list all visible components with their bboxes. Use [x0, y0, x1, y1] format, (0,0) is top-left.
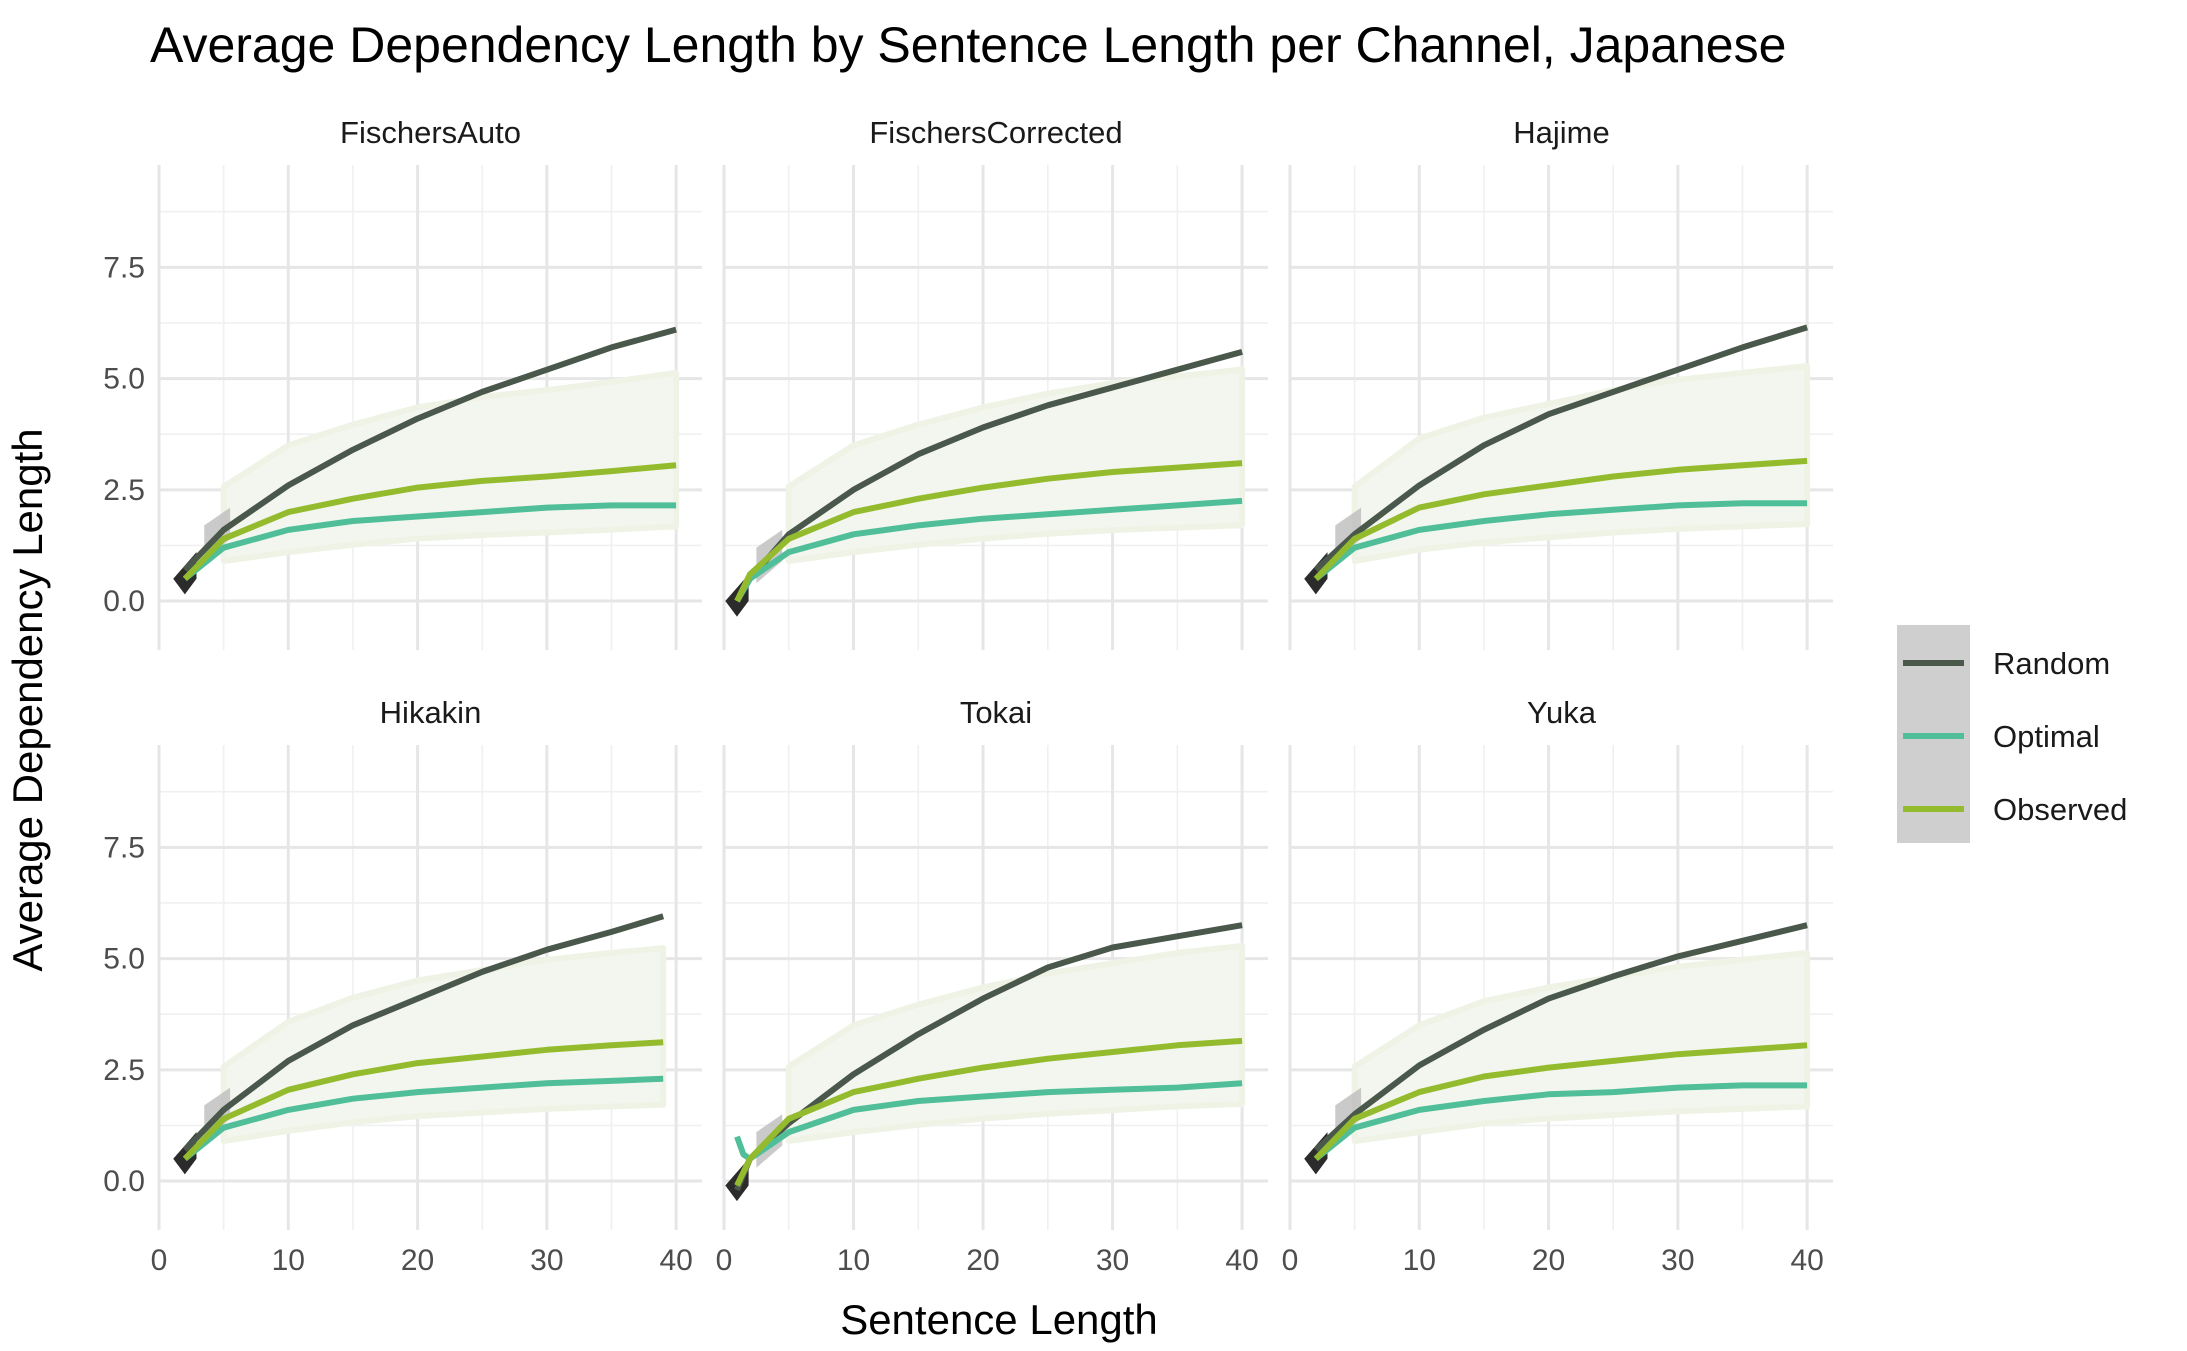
y-tick-label: 0.0 — [103, 585, 145, 618]
y-axis-label: Average Dependency Length — [4, 428, 51, 971]
series-line-observed — [1313, 1042, 1808, 1161]
x-tick-label: 0 — [151, 1244, 168, 1277]
y-tick-label: 0.0 — [103, 1165, 145, 1198]
facet-panel-yuka: Yuka 0 10 20 30 40 — [1282, 695, 1833, 1277]
series-line-observed — [734, 460, 1243, 603]
series-line-random — [182, 326, 677, 572]
series-line-observed — [734, 1037, 1243, 1187]
y-tick-label: 7.5 — [103, 831, 145, 864]
facet-strip-label: Yuka — [1527, 695, 1597, 730]
x-tick-label: 40 — [659, 1244, 692, 1277]
x-tick-label: 10 — [1403, 1244, 1436, 1277]
series-line-optimal — [1314, 1082, 1808, 1162]
series-line-observed — [182, 462, 677, 581]
facet-panel-fischersauto: FischersAuto 0.0 2.5 5.0 7.5 — [103, 115, 702, 650]
series-line-observed — [182, 1039, 664, 1161]
x-tick-label: 20 — [966, 1244, 999, 1277]
facet-strip-label: Hikakin — [380, 695, 482, 730]
facet-panel-tokai: Tokai 0 10 20 30 40 — [716, 695, 1268, 1277]
series-line-optimal — [183, 502, 677, 582]
x-axis-label: Sentence Length — [840, 1296, 1158, 1343]
legend-label-observed: Observed — [1993, 792, 2127, 827]
facet-strip-label: FischersAuto — [340, 115, 521, 150]
hexbin-density-cloud — [220, 945, 667, 1145]
x-tick-label: 10 — [272, 1244, 305, 1277]
series-line-random — [1313, 324, 1808, 573]
series-line-random — [182, 913, 665, 1152]
series-line-observed — [1313, 457, 1808, 581]
x-tick-label: 0 — [1282, 1244, 1299, 1277]
x-tick-label: 40 — [1790, 1244, 1823, 1277]
facet-strip-label: Tokai — [960, 695, 1032, 730]
legend-label-random: Random — [1993, 646, 2110, 681]
hexbin-density-cloud — [1351, 363, 1811, 565]
y-tick-label: 5.0 — [103, 943, 145, 976]
facet-strip-label: FischersCorrected — [869, 115, 1122, 150]
y-tick-label: 2.5 — [103, 1054, 145, 1087]
facet-strip-label: Hajime — [1513, 115, 1609, 150]
y-tick-label: 2.5 — [103, 474, 145, 507]
facet-panels: FischersAuto 0.0 2.5 5.0 7.5 FischersCorrecte… — [103, 115, 1833, 1277]
x-tick-label: 30 — [1661, 1244, 1694, 1277]
x-tick-label: 30 — [530, 1244, 563, 1277]
y-tick-label: 7.5 — [103, 251, 145, 284]
x-tick-label: 10 — [837, 1244, 870, 1277]
facet-panel-fischerscorrected: FischersCorrected — [722, 115, 1268, 650]
facet-panel-hajime: Hajime — [1288, 115, 1833, 650]
x-tick-label: 30 — [1096, 1244, 1129, 1277]
x-tick-label: 40 — [1225, 1244, 1258, 1277]
series-line-optimal — [1314, 500, 1808, 582]
hexbin-density-cloud — [220, 369, 680, 565]
hexbin-density-cloud — [1351, 949, 1811, 1145]
y-tick-label: 5.0 — [103, 363, 145, 396]
x-tick-label: 0 — [716, 1244, 733, 1277]
x-tick-label: 20 — [1532, 1244, 1565, 1277]
chart-title: Average Dependency Length by Sentence Le… — [150, 17, 1786, 73]
series-line-optimal — [734, 497, 1243, 603]
series-line-random — [1313, 922, 1808, 1153]
x-tick-label: 20 — [401, 1244, 434, 1277]
legend-label-optimal: Optimal — [1993, 719, 2100, 754]
facet-panel-hikakin: Hikakin 0.0 2.5 5.0 7.5 0 10 20 30 40 — [103, 695, 702, 1277]
series-line-optimal — [183, 1075, 664, 1162]
legend: Random Optimal Observed — [1897, 625, 2127, 843]
hexbin-density-cloud — [785, 943, 1246, 1145]
